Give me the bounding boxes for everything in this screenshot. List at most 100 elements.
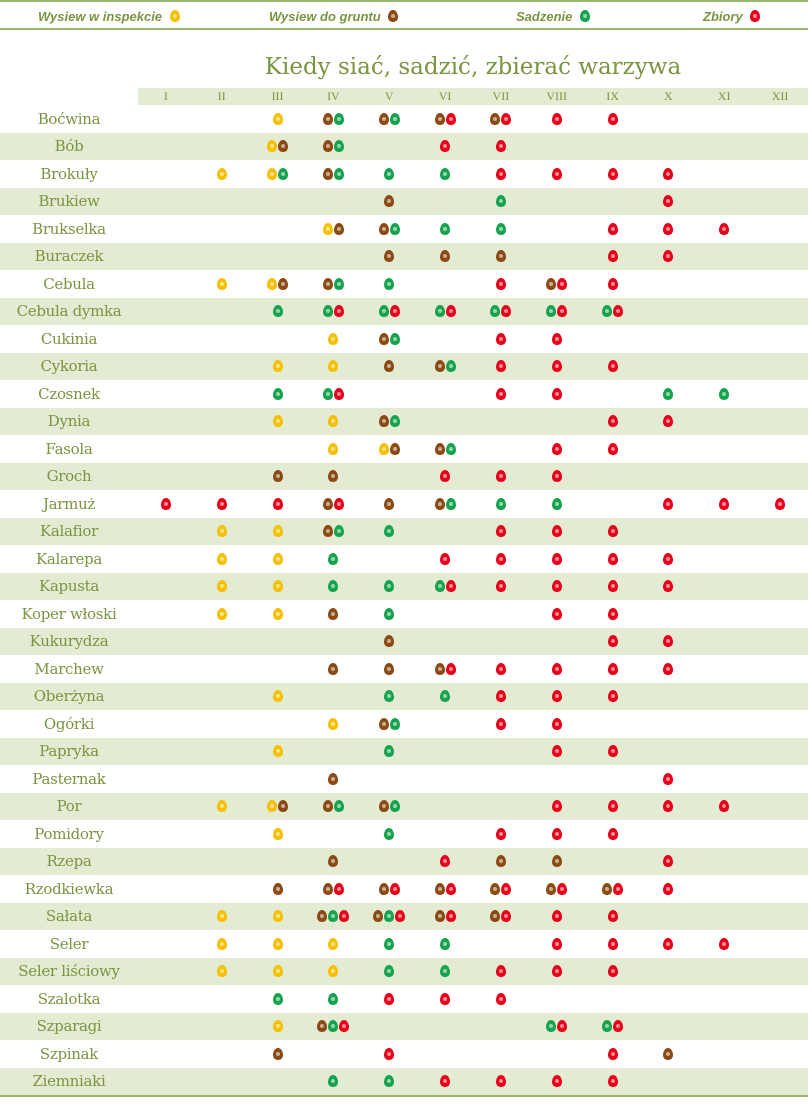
vegetable-name: Brukselka <box>32 219 106 238</box>
month-cell <box>640 497 696 510</box>
red-dot-icon <box>663 415 674 428</box>
vegetable-name: Ogórki <box>43 714 95 733</box>
red-dot-icon <box>613 305 624 318</box>
red-dot-icon <box>551 470 562 483</box>
vegetable-name: Fasola <box>45 439 93 458</box>
red-dot-icon <box>607 965 618 978</box>
red-dot-icon <box>607 910 618 923</box>
brown-dot-icon <box>378 112 389 125</box>
month-cell <box>585 1075 641 1088</box>
month-cell <box>250 910 306 923</box>
red-dot-icon <box>663 800 674 813</box>
month-cell <box>417 855 473 868</box>
vegetable-name: Pomidory <box>34 824 104 843</box>
red-dot-icon <box>551 332 562 345</box>
month-cell <box>640 222 696 235</box>
red-dot-icon <box>389 882 400 895</box>
month-cell <box>417 662 473 675</box>
month-cell <box>417 1075 473 1088</box>
red-dot-icon <box>551 910 562 923</box>
month-cell <box>250 937 306 950</box>
month-cell <box>305 662 361 675</box>
month-cell <box>640 772 696 785</box>
table-row: Groch <box>0 462 808 490</box>
month-cell <box>361 992 417 1005</box>
red-dot-icon <box>445 580 456 593</box>
month-cell <box>250 1047 306 1060</box>
yellow-dot-icon <box>328 717 339 730</box>
red-dot-icon <box>613 1020 624 1033</box>
month-cell <box>585 607 641 620</box>
month-cell <box>194 497 250 510</box>
brown-dot-icon <box>328 855 339 868</box>
month-cell <box>417 992 473 1005</box>
month-cell <box>585 250 641 263</box>
green-dot-icon <box>602 1020 613 1033</box>
month-cell <box>696 800 752 813</box>
month-cell <box>361 222 417 235</box>
vegetable-name: Czosnek <box>38 384 100 403</box>
brown-dot-icon <box>388 10 399 22</box>
green-dot-icon <box>384 690 395 703</box>
month-cell <box>696 222 752 235</box>
yellow-dot-icon <box>272 552 283 565</box>
yellow-dot-icon <box>216 552 227 565</box>
month-cell <box>696 387 752 400</box>
month-label: XII <box>771 89 789 103</box>
red-dot-icon <box>663 855 674 868</box>
table-row: Szalotka <box>0 985 808 1013</box>
green-dot-icon <box>551 497 562 510</box>
red-dot-icon <box>495 580 506 593</box>
month-cell <box>361 965 417 978</box>
month-cell <box>417 937 473 950</box>
red-dot-icon <box>663 222 674 235</box>
vegetable-name: Brokuły <box>40 164 98 183</box>
yellow-dot-icon <box>216 965 227 978</box>
month-cell <box>305 910 361 923</box>
green-dot-icon <box>440 222 451 235</box>
yellow-dot-icon <box>322 222 333 235</box>
month-cell <box>305 965 361 978</box>
month-cell <box>361 662 417 675</box>
month-cell <box>305 580 361 593</box>
table-row: Brukiew <box>0 187 808 215</box>
brown-dot-icon <box>434 112 445 125</box>
green-dot-icon <box>445 360 456 373</box>
month-cell <box>529 470 585 483</box>
green-dot-icon <box>384 745 395 758</box>
month-cell <box>361 607 417 620</box>
legend-label: Wysiew w inspekcie <box>38 8 163 24</box>
red-dot-icon <box>333 387 344 400</box>
red-dot-icon <box>495 552 506 565</box>
red-dot-icon <box>440 1075 451 1088</box>
month-cell <box>250 690 306 703</box>
green-dot-icon <box>579 10 590 22</box>
month-cell <box>473 222 529 235</box>
red-dot-icon <box>607 277 618 290</box>
vegetable-name: Koper włoski <box>21 604 117 623</box>
yellow-dot-icon <box>272 607 283 620</box>
month-cell <box>473 882 529 895</box>
vegetable-name: Kukurydza <box>29 632 109 651</box>
yellow-dot-icon <box>272 580 283 593</box>
red-dot-icon <box>389 305 400 318</box>
table-row: Brukselka <box>0 215 808 243</box>
month-cell <box>585 415 641 428</box>
month-cell <box>417 690 473 703</box>
green-dot-icon <box>322 387 333 400</box>
brown-dot-icon <box>378 717 389 730</box>
month-label: XI <box>717 89 731 103</box>
month-cell <box>529 965 585 978</box>
legend-item-planting: Sadzenie <box>516 9 590 24</box>
yellow-dot-icon <box>328 415 339 428</box>
green-dot-icon <box>272 992 283 1005</box>
month-cell <box>361 497 417 510</box>
month-cell <box>361 277 417 290</box>
table-row: Szpinak <box>0 1040 808 1068</box>
green-dot-icon <box>333 112 344 125</box>
red-dot-icon <box>501 112 512 125</box>
red-dot-icon <box>663 167 674 180</box>
green-dot-icon <box>389 717 400 730</box>
brown-dot-icon <box>272 470 283 483</box>
red-dot-icon <box>663 250 674 263</box>
